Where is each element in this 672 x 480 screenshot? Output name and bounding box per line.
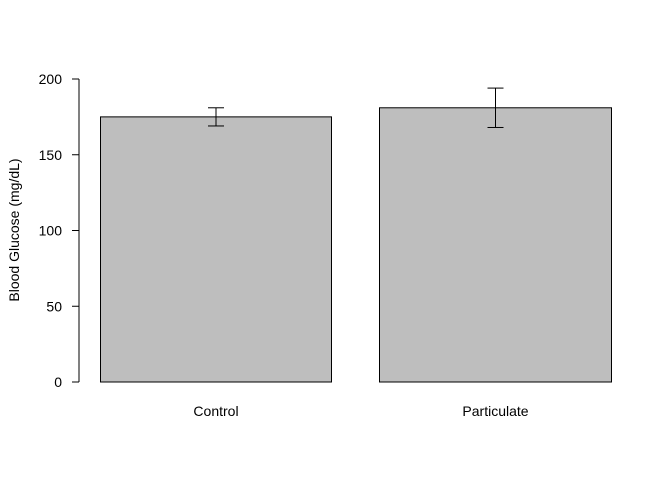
bar-control	[100, 116, 332, 383]
y-tick-label: 0	[54, 374, 62, 390]
y-axis-ticks: 0 50 100 150 200	[39, 71, 79, 390]
category-label-control: Control	[193, 403, 238, 419]
y-tick-label: 100	[39, 223, 63, 239]
y-tick-label: 150	[39, 147, 63, 163]
category-label-particulate: Particulate	[462, 403, 528, 419]
bars	[100, 87, 612, 383]
y-tick-label: 50	[46, 298, 62, 314]
bar-particulate	[379, 107, 612, 383]
y-axis-title: Blood Glucose (mg/dL)	[6, 158, 22, 301]
category-labels: Control Particulate	[193, 403, 528, 419]
y-tick-label: 200	[39, 71, 63, 87]
